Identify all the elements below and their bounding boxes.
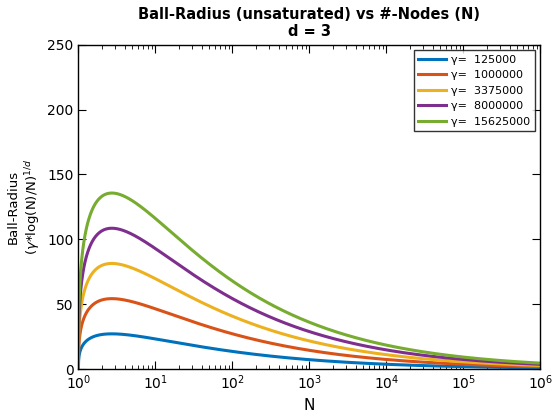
γ=  1000000 [109, 296, 115, 301]
γ=  1000000 [537, 364, 544, 369]
γ=  15625000 [155, 219, 162, 224]
γ=  8000000 [478, 358, 485, 363]
γ=  3375000 [528, 363, 535, 368]
Line: γ=  125000: γ= 125000 [78, 334, 540, 369]
γ=  15625000 [528, 360, 535, 365]
γ=  3375000 [272, 329, 279, 334]
Line: γ=  15625000: γ= 15625000 [78, 193, 540, 369]
γ=  8000000 [272, 317, 279, 322]
γ=  125000 [109, 331, 115, 336]
γ=  125000 [75, 367, 82, 372]
γ=  125000 [128, 333, 134, 338]
γ=  8000000 [537, 362, 544, 367]
γ=  1000000 [478, 362, 485, 368]
Line: γ=  3375000: γ= 3375000 [78, 263, 540, 369]
γ=  3375000 [253, 323, 259, 328]
γ=  15625000 [75, 367, 82, 372]
γ=  3375000 [155, 278, 162, 283]
γ=  15625000 [109, 191, 115, 196]
γ=  125000 [272, 354, 279, 359]
γ=  8000000 [75, 367, 82, 372]
Y-axis label: Ball-Radius
($\gamma$*log(N)/N)$^{1/d}$: Ball-Radius ($\gamma$*log(N)/N)$^{1/d}$ [7, 158, 41, 255]
γ=  8000000 [128, 231, 134, 236]
γ=  3375000 [109, 261, 115, 266]
γ=  8000000 [253, 308, 259, 313]
γ=  125000 [253, 352, 259, 357]
γ=  3375000 [478, 360, 485, 365]
γ=  15625000 [272, 304, 279, 310]
γ=  15625000 [478, 357, 485, 362]
γ=  1000000 [253, 337, 259, 342]
γ=  3375000 [537, 363, 544, 368]
γ=  15625000 [537, 361, 544, 366]
γ=  1000000 [528, 364, 535, 369]
γ=  1000000 [155, 307, 162, 312]
γ=  1000000 [75, 367, 82, 372]
γ=  8000000 [109, 226, 115, 231]
γ=  125000 [528, 365, 535, 370]
Line: γ=  1000000: γ= 1000000 [78, 299, 540, 369]
X-axis label: N: N [304, 398, 315, 413]
γ=  8000000 [528, 361, 535, 366]
Line: γ=  8000000: γ= 8000000 [78, 228, 540, 369]
γ=  1000000 [272, 342, 279, 347]
γ=  15625000 [253, 294, 259, 299]
γ=  8000000 [155, 248, 162, 253]
γ=  125000 [155, 337, 162, 342]
γ=  3375000 [75, 367, 82, 372]
γ=  125000 [537, 365, 544, 370]
Legend: γ=  125000, γ=  1000000, γ=  3375000, γ=  8000000, γ=  15625000: γ= 125000, γ= 1000000, γ= 3375000, γ= 80… [413, 50, 535, 131]
γ=  15625000 [128, 197, 134, 202]
Title: Ball-Radius (unsaturated) vs #-Nodes (N)
d = 3: Ball-Radius (unsaturated) vs #-Nodes (N)… [138, 7, 480, 39]
γ=  1000000 [128, 299, 134, 304]
γ=  3375000 [128, 265, 134, 270]
γ=  125000 [478, 365, 485, 370]
